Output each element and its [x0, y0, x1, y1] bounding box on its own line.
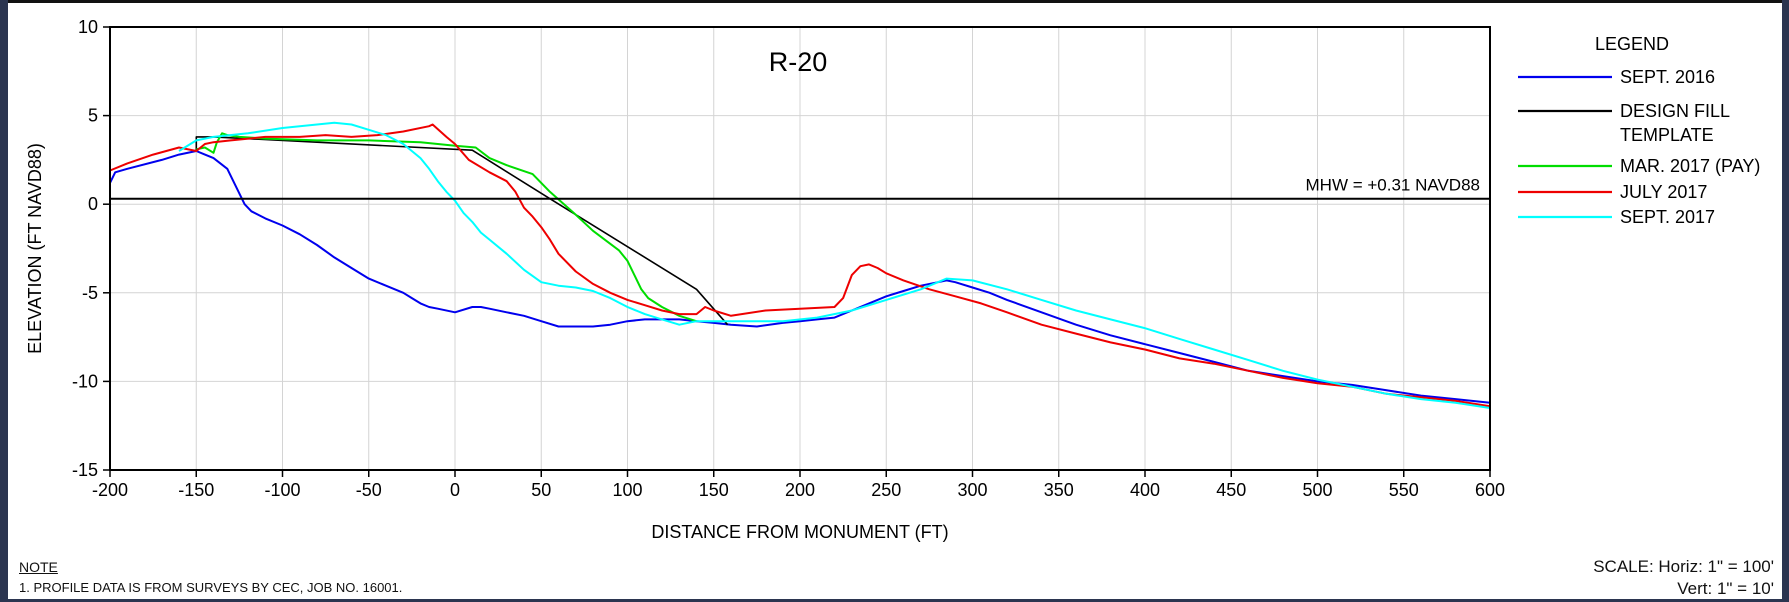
note-heading: NOTE — [19, 559, 58, 575]
y-tick-label: 5 — [88, 106, 98, 126]
legend-label: JULY 2017 — [1620, 182, 1707, 202]
x-tick-label: 100 — [612, 480, 642, 500]
y-tick-label: -15 — [72, 460, 98, 480]
profile-chart: MHW = +0.31 NAVD88-200 -150 -100 -50 0 50 100 1… — [25, 17, 1760, 542]
x-tick-label: 600 — [1475, 480, 1505, 500]
x-tick-label: 0 — [450, 480, 460, 500]
scale-vertical: Vert: 1" = 10' — [1677, 579, 1774, 598]
y-tick-label: 10 — [78, 17, 98, 37]
x-tick-label: -150 — [178, 480, 214, 500]
x-tick-label: 500 — [1302, 480, 1332, 500]
chart-title: R-20 — [769, 47, 828, 77]
y-tick-label: -10 — [72, 371, 98, 391]
chart-frame: MHW = +0.31 NAVD88 -200 -150 -100 -50 0 50 100 1… — [8, 0, 1782, 599]
x-tick-label: 450 — [1216, 480, 1246, 500]
y-tick-label: 0 — [88, 194, 98, 214]
series-line — [109, 123, 1491, 408]
legend-label: SEPT. 2016 — [1620, 67, 1715, 87]
x-tick-label: 150 — [699, 480, 729, 500]
series-line — [178, 121, 1491, 409]
legend-label: MAR. 2017 (PAY) — [1620, 156, 1760, 176]
x-tick-label: -200 — [92, 480, 128, 500]
y-tick-label: -5 — [82, 283, 98, 303]
x-tick-label: 50 — [531, 480, 551, 500]
series-line — [196, 132, 697, 323]
y-axis-label: ELEVATION (FT NAVD88) — [25, 143, 45, 354]
x-tick-label: 350 — [1044, 480, 1074, 500]
legend-label: SEPT. 2017 — [1620, 207, 1715, 227]
x-tick-label: -50 — [356, 480, 382, 500]
series-line — [195, 136, 729, 326]
x-tick-label: 400 — [1130, 480, 1160, 500]
x-tick-label: -100 — [264, 480, 300, 500]
mhw-label: MHW = +0.31 NAVD88 — [1306, 176, 1480, 195]
x-tick-label: 550 — [1389, 480, 1419, 500]
x-tick-label: 250 — [871, 480, 901, 500]
x-tick-label: 300 — [957, 480, 987, 500]
series-line — [109, 150, 1491, 404]
scale-block: SCALE: Horiz: 1" = 100' Vert: 1" = 10' — [1593, 556, 1774, 600]
x-tick-label: 200 — [785, 480, 815, 500]
legend-label: DESIGN FILL TEMPLATE — [1620, 101, 1730, 145]
scale-horizontal: SCALE: Horiz: 1" = 100' — [1593, 557, 1774, 576]
note-text: 1. PROFILE DATA IS FROM SURVEYS BY CEC, … — [19, 580, 403, 595]
x-axis-label: DISTANCE FROM MONUMENT (FT) — [651, 522, 948, 542]
legend-title: LEGEND — [1595, 34, 1669, 54]
